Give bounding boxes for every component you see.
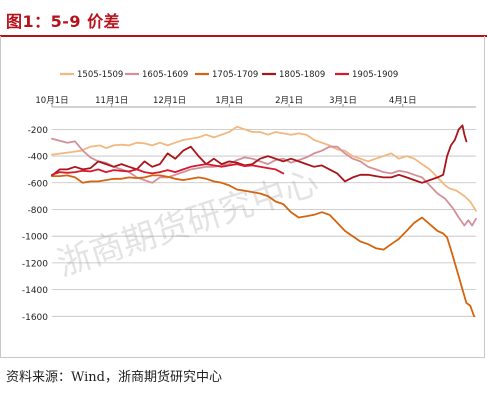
- legend-label: 1605-1609: [142, 70, 188, 80]
- source-note: 资料来源：Wind，浙商期货研究中心: [6, 370, 222, 385]
- y-tick-label: -800: [28, 206, 49, 216]
- title-rule: [0, 35, 487, 37]
- x-tick-label: 2月1日: [275, 96, 303, 106]
- x-tick-label: 1月1日: [215, 96, 243, 106]
- y-tick-label: -1400: [22, 286, 48, 296]
- y-tick-labels: -200 -400 -600 -800 -1000 -1200 -1400 -1600: [22, 126, 48, 323]
- title-bar: 图1：5-9 价差: [0, 0, 487, 36]
- y-tick-label: -1200: [22, 259, 48, 269]
- legend-label: 1505-1509: [77, 70, 123, 80]
- legend-label: 1805-1809: [279, 70, 325, 80]
- y-tick-label: -600: [28, 179, 49, 189]
- series-line-1805-1809: [51, 124, 468, 184]
- x-tick-label: 11月1日: [95, 96, 128, 106]
- spread-line-chart: -200 -400 -600 -800 -1000 -1200 -1400 -1600 10月…: [22, 70, 477, 323]
- legend-label: 1905-1909: [352, 70, 398, 80]
- x-tick-label: 3月1日: [329, 96, 357, 106]
- chart-border: [0, 36, 485, 358]
- y-tick-label: -200: [28, 126, 49, 136]
- x-tick-labels: 10月1日 11月1日 12月1日 1月1日 2月1日 3月1日 4月1日: [35, 96, 476, 108]
- chart-title: 图1：5-9 价差: [6, 12, 121, 31]
- y-tick-label: -1600: [22, 313, 48, 323]
- series-line-1705-1709: [51, 174, 475, 318]
- series-line-1505-1509: [51, 125, 477, 212]
- x-tick-label: 4月1日: [389, 96, 417, 106]
- x-tick-label: 12月1日: [153, 96, 186, 106]
- y-tick-label: -400: [28, 153, 49, 163]
- legend-label: 1705-1709: [212, 70, 258, 80]
- legend: 1505-1509 1605-1609 1705-1709 1805-1809 1905…: [60, 70, 398, 80]
- y-tick-label: -1000: [22, 233, 48, 243]
- x-tick-label: 10月1日: [35, 96, 68, 106]
- series-line-1905-1909: [51, 163, 285, 176]
- series-lines: [51, 124, 477, 318]
